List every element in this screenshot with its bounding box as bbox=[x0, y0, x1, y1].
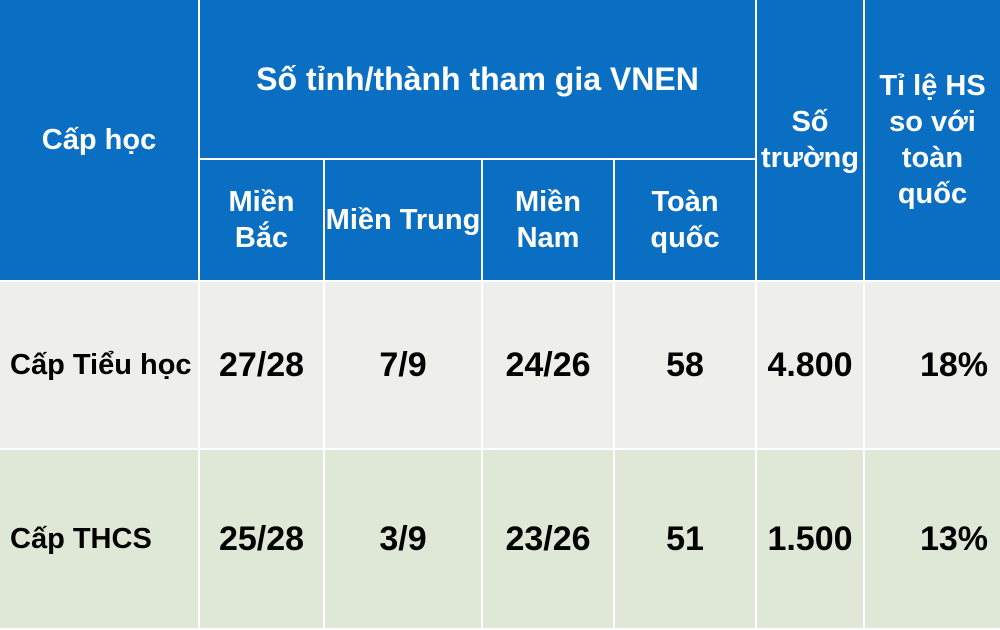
header-cell: Miền Bắc bbox=[200, 160, 325, 282]
table-cell: 23/26 bbox=[483, 450, 615, 630]
header-cell: Cấp học bbox=[0, 0, 200, 282]
row-label: Cấp Tiểu học bbox=[0, 282, 200, 450]
table-cell: 1.500 bbox=[757, 450, 865, 630]
row-label: Cấp THCS bbox=[0, 450, 200, 630]
table-cell: 51 bbox=[615, 450, 757, 630]
table-cell: 18% bbox=[865, 282, 1000, 450]
header-cell: Toàn quốc bbox=[615, 160, 757, 282]
header-cell: Miền Nam bbox=[483, 160, 615, 282]
header-cell: Số trường bbox=[757, 0, 865, 282]
table-cell: 27/28 bbox=[200, 282, 325, 450]
table-cell: 24/26 bbox=[483, 282, 615, 450]
table-cell: 7/9 bbox=[325, 282, 483, 450]
table-cell: 4.800 bbox=[757, 282, 865, 450]
header-cell: Tỉ lệ HS so với toàn quốc bbox=[865, 0, 1000, 282]
table-cell: 58 bbox=[615, 282, 757, 450]
table-cell: 3/9 bbox=[325, 450, 483, 630]
header-cell: Miền Trung bbox=[325, 160, 483, 282]
table-cell: 13% bbox=[865, 450, 1000, 630]
header-cell: Số tỉnh/thành tham gia VNEN bbox=[200, 0, 757, 160]
table-cell: 25/28 bbox=[200, 450, 325, 630]
